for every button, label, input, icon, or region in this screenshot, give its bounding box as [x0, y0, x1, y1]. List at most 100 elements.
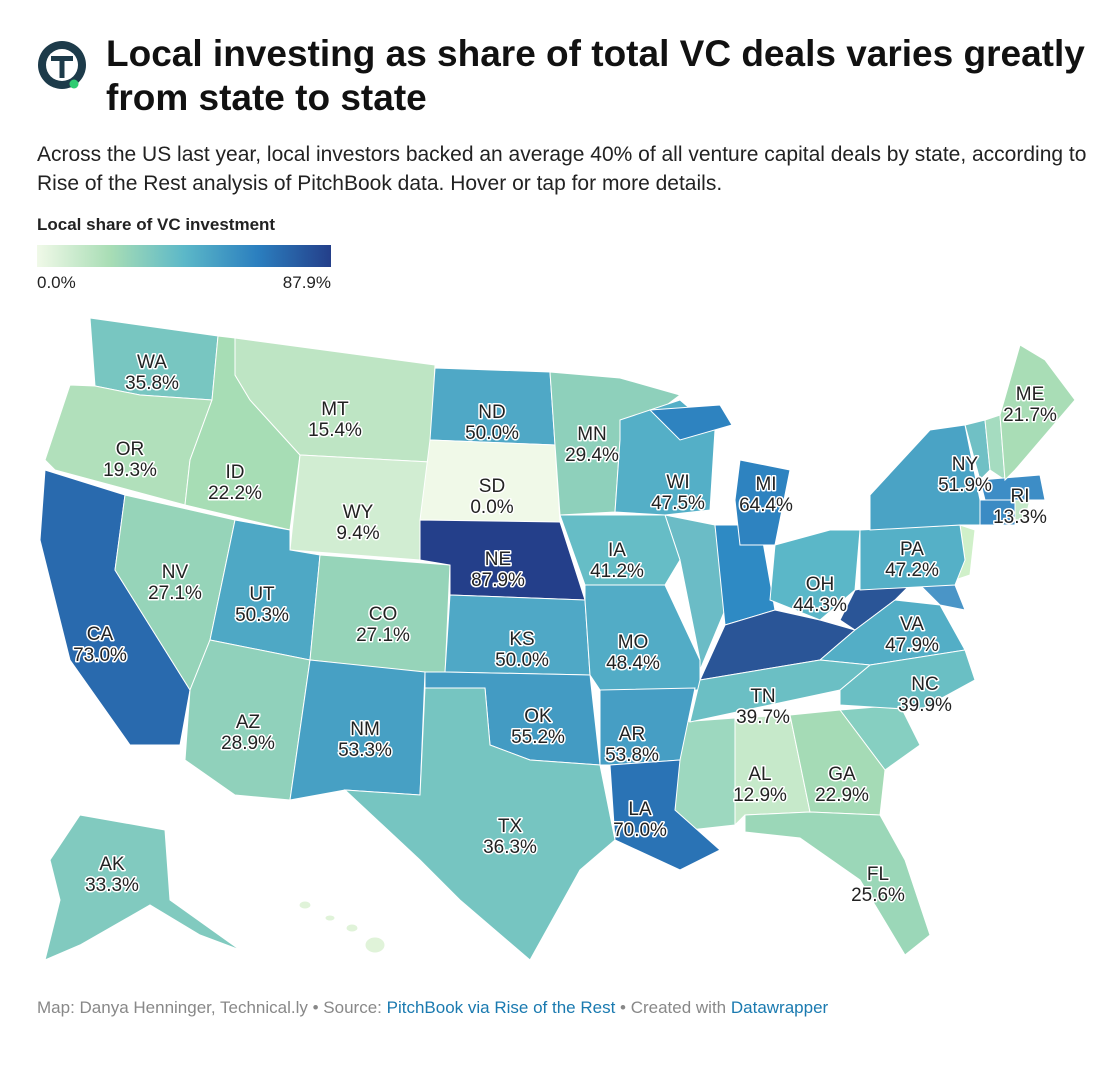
- state-abbr: CO: [369, 604, 398, 625]
- state-value: 50.3%: [235, 605, 289, 626]
- state-value: 19.3%: [103, 460, 157, 481]
- state-shape: [648, 404, 791, 546]
- state-abbr: TX: [498, 816, 523, 837]
- state-abbr: WA: [137, 352, 167, 373]
- state-abbr: LA: [628, 799, 652, 820]
- state-abbr: AR: [619, 724, 645, 745]
- state-shape: [559, 514, 681, 586]
- state-value: 0.0%: [470, 497, 513, 518]
- state-abbr: OR: [116, 439, 145, 460]
- state-value: 15.4%: [308, 420, 362, 441]
- state-abbr: SD: [479, 476, 505, 497]
- state-abbr: MI: [755, 474, 776, 495]
- state-shape: [364, 936, 386, 954]
- state-abbr: NV: [162, 562, 189, 583]
- state-shape: [869, 424, 981, 531]
- logo: [38, 41, 86, 89]
- state-shape: [999, 344, 1076, 482]
- state-shape: [744, 811, 931, 956]
- state-value: 44.3%: [793, 595, 847, 616]
- state-value: 27.1%: [356, 625, 410, 646]
- state-value: 39.9%: [898, 695, 952, 716]
- state-value: 22.2%: [208, 483, 262, 504]
- state-shape: [979, 474, 1046, 501]
- state-value: 35.8%: [125, 373, 179, 394]
- state-abbr: WY: [343, 502, 374, 523]
- state-abbr: MT: [321, 399, 349, 420]
- tool-link[interactable]: Datawrapper: [730, 998, 829, 1017]
- state-value: 50.0%: [495, 650, 549, 671]
- state-value: 25.6%: [851, 885, 905, 906]
- state-value: 48.4%: [606, 653, 660, 674]
- state-value: 33.3%: [85, 875, 139, 896]
- state-abbr: RI: [1011, 486, 1030, 507]
- state-value: 13.3%: [993, 507, 1047, 528]
- state-abbr: VA: [900, 614, 924, 635]
- state-abbr: TN: [750, 686, 775, 707]
- state-value: 41.2%: [590, 561, 644, 582]
- state-abbr: OK: [524, 706, 552, 727]
- state-value: 51.9%: [938, 475, 992, 496]
- state-shape: [769, 529, 861, 621]
- state-value: 73.0%: [73, 645, 127, 666]
- legend-min: 0.0%: [37, 273, 76, 292]
- state-abbr: GA: [828, 764, 856, 785]
- state-abbr: WI: [666, 472, 689, 493]
- state-abbr: KS: [509, 629, 534, 650]
- state-abbr: FL: [867, 864, 889, 885]
- state-abbr: NY: [952, 454, 979, 475]
- state-abbr: AL: [748, 764, 771, 785]
- state-value: 28.9%: [221, 733, 275, 754]
- legend-title: Local share of VC investment: [37, 215, 276, 234]
- state-shape: [345, 923, 359, 933]
- state-shape: [298, 900, 312, 910]
- state-abbr: MO: [618, 632, 649, 653]
- state-value: 53.8%: [605, 745, 659, 766]
- state-abbr: OH: [806, 574, 835, 595]
- state-shape: [689, 659, 872, 723]
- state-shape: [789, 709, 886, 816]
- state-value: 9.4%: [336, 523, 379, 544]
- state-abbr: NC: [911, 674, 938, 695]
- state-abbr: PA: [900, 539, 924, 560]
- state-abbr: CA: [87, 624, 114, 645]
- state-value: 64.4%: [739, 495, 793, 516]
- state-shape: [343, 687, 616, 961]
- state-value: 53.3%: [338, 740, 392, 761]
- state-shape: [609, 759, 721, 871]
- state-shape: [324, 914, 336, 922]
- footer: Map: Danya Henninger, Technical.ly • Sou…: [37, 998, 828, 1018]
- state-value: 47.9%: [885, 635, 939, 656]
- legend-gradient: [37, 245, 331, 267]
- state-abbr: UT: [249, 584, 275, 605]
- state-abbr: AZ: [236, 712, 261, 733]
- state-abbr: ID: [226, 462, 245, 483]
- state-abbr: ND: [478, 402, 505, 423]
- state-value: 70.0%: [613, 820, 667, 841]
- state-value: 55.2%: [511, 727, 565, 748]
- state-value: 22.9%: [815, 785, 869, 806]
- title: Local investing as share of total VC dea…: [106, 33, 1085, 118]
- state-value: 21.7%: [1003, 405, 1057, 426]
- state-abbr: MN: [577, 424, 607, 445]
- state-value: 47.5%: [651, 493, 705, 514]
- state-shape: [44, 814, 241, 961]
- created: • Created with: [620, 998, 727, 1017]
- subtitle: Across the US last year, local investors…: [37, 143, 1087, 195]
- state-abbr: IA: [608, 540, 626, 561]
- states: [39, 317, 1076, 961]
- state-value: 12.9%: [733, 785, 787, 806]
- state-value: 50.0%: [465, 423, 519, 444]
- state-value: 87.9%: [471, 570, 525, 591]
- source-link[interactable]: PitchBook via Rise of the Rest: [386, 998, 616, 1017]
- state-shape: [1014, 499, 1031, 521]
- state-value: 47.2%: [885, 560, 939, 581]
- byline: Map: Danya Henninger, Technical.ly • Sou…: [37, 998, 382, 1017]
- state-value: 36.3%: [483, 837, 537, 858]
- state-abbr: ME: [1016, 384, 1045, 405]
- legend-max: 87.9%: [283, 273, 331, 292]
- state-abbr: NM: [350, 719, 380, 740]
- state-abbr: NE: [485, 549, 511, 570]
